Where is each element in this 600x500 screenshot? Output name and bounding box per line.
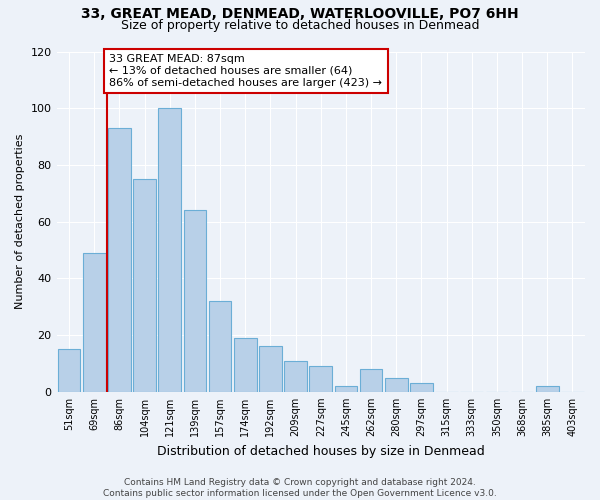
Bar [83, 253, 106, 392]
Bar [234, 338, 257, 392]
Bar [133, 179, 156, 392]
Bar [310, 366, 332, 392]
Bar [209, 301, 232, 392]
Bar [284, 360, 307, 392]
Bar [385, 378, 407, 392]
Bar [410, 384, 433, 392]
Y-axis label: Number of detached properties: Number of detached properties [15, 134, 25, 310]
Bar [536, 386, 559, 392]
X-axis label: Distribution of detached houses by size in Denmead: Distribution of detached houses by size … [157, 444, 485, 458]
Text: 33 GREAT MEAD: 87sqm
← 13% of detached houses are smaller (64)
86% of semi-detac: 33 GREAT MEAD: 87sqm ← 13% of detached h… [109, 54, 382, 88]
Bar [108, 128, 131, 392]
Bar [158, 108, 181, 392]
Text: Size of property relative to detached houses in Denmead: Size of property relative to detached ho… [121, 19, 479, 32]
Bar [360, 369, 382, 392]
Text: Contains HM Land Registry data © Crown copyright and database right 2024.
Contai: Contains HM Land Registry data © Crown c… [103, 478, 497, 498]
Bar [58, 350, 80, 392]
Bar [335, 386, 357, 392]
Text: 33, GREAT MEAD, DENMEAD, WATERLOOVILLE, PO7 6HH: 33, GREAT MEAD, DENMEAD, WATERLOOVILLE, … [81, 8, 519, 22]
Bar [259, 346, 282, 392]
Bar [184, 210, 206, 392]
